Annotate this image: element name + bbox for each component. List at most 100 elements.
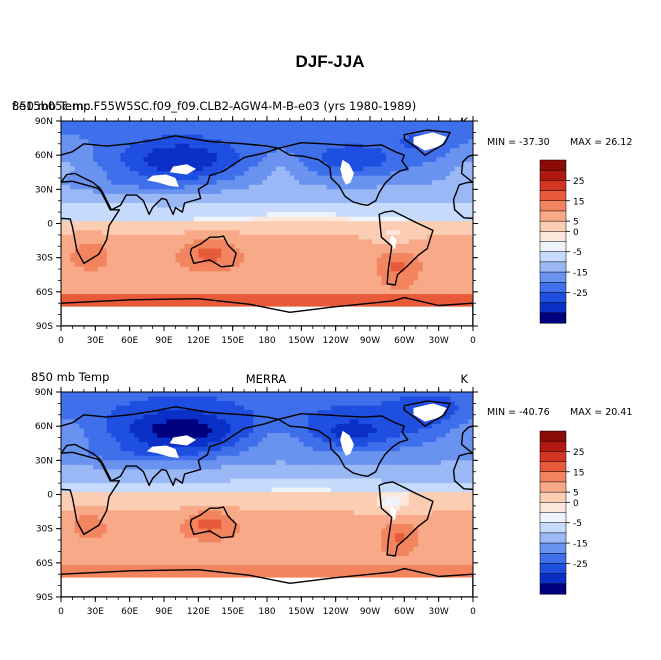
field-cell: [198, 298, 204, 304]
field-cell: [157, 405, 163, 411]
field-cell: [422, 189, 428, 195]
field-cell: [422, 184, 428, 190]
field-cell: [147, 396, 154, 402]
field-cell: [216, 152, 222, 159]
field-cell: [88, 294, 94, 300]
field-cell: [244, 257, 250, 263]
field-cell: [390, 207, 396, 213]
field-cell: [312, 257, 318, 263]
field-cell: [276, 216, 282, 222]
field-cell: [230, 303, 236, 309]
field-cell: [276, 396, 282, 402]
field-cell: [134, 244, 140, 250]
field-cell: [289, 253, 296, 259]
field-cell: [367, 148, 373, 154]
field-cell: [440, 157, 447, 163]
field-cell: [74, 134, 80, 140]
field-cell: [157, 419, 163, 425]
field-cell: [413, 234, 419, 241]
field-cell: [450, 289, 456, 295]
field-cell: [408, 428, 415, 434]
field-cell: [184, 275, 190, 282]
field-cell: [239, 193, 245, 200]
field-cell: [436, 266, 442, 272]
field-cell: [230, 221, 236, 227]
field-cell: [459, 303, 465, 309]
field-cell: [61, 134, 67, 140]
field-cell: [317, 239, 323, 245]
field-cell: [386, 248, 392, 254]
field-cell: [381, 166, 387, 172]
field-cell: [253, 234, 259, 241]
field-cell: [321, 166, 328, 172]
field-cell: [79, 198, 85, 204]
field-cell: [280, 143, 286, 149]
field-cell: [367, 121, 373, 127]
field-cell: [285, 271, 291, 277]
field-cell: [234, 221, 241, 227]
field-cell: [349, 275, 355, 282]
field-cell: [317, 121, 323, 127]
field-cell: [61, 139, 67, 145]
field-cell: [221, 405, 227, 411]
field-cell: [193, 171, 199, 177]
field-cell: [463, 289, 470, 295]
field-cell: [129, 203, 135, 209]
field-cell: [225, 285, 231, 291]
field-cell: [244, 266, 250, 272]
field-cell: [189, 225, 195, 231]
field-cell: [326, 139, 332, 145]
field-cell: [106, 193, 112, 200]
field-cell: [267, 234, 273, 241]
field-cell: [152, 433, 158, 439]
field-cell: [120, 298, 126, 304]
field-cell: [303, 221, 309, 227]
field-cell: [257, 266, 264, 272]
field-cell: [134, 162, 140, 168]
field-cell: [468, 125, 473, 131]
field-cell: [83, 275, 90, 282]
field-cell: [115, 298, 122, 304]
field-cell: [427, 248, 433, 254]
field-cell: [340, 203, 346, 209]
field-cell: [221, 171, 227, 177]
field-cell: [134, 303, 140, 309]
field-cell: [161, 275, 167, 282]
field-cell: [276, 244, 282, 250]
field-cell: [335, 207, 341, 213]
field-cell: [189, 234, 195, 241]
field-cell: [431, 198, 437, 204]
field-cell: [308, 271, 314, 277]
field-cell: [157, 257, 163, 263]
field-cell: [161, 166, 167, 172]
field-cell: [147, 184, 154, 190]
field-cell: [244, 414, 250, 420]
field-cell: [170, 414, 177, 420]
field-cell: [225, 401, 231, 407]
field-cell: [363, 239, 369, 245]
field-cell: [271, 157, 277, 163]
field-cell: [289, 410, 296, 416]
colorbar-swatch: [539, 159, 567, 171]
field-cell: [376, 392, 383, 398]
field-cell: [463, 198, 470, 204]
field-cell: [422, 392, 428, 398]
field-cell: [143, 234, 149, 241]
field-cell: [399, 148, 405, 154]
field-cell: [97, 180, 103, 186]
field-cell: [267, 262, 273, 268]
field-cell: [321, 180, 328, 186]
field-cell: [267, 212, 273, 218]
field-cell: [198, 414, 204, 420]
field-cell: [299, 257, 305, 263]
field-cell: [294, 298, 300, 304]
field-cell: [134, 248, 140, 254]
field-cell: [299, 271, 305, 277]
field-cell: [166, 143, 172, 149]
field-cell: [422, 193, 428, 200]
field-cell: [143, 216, 149, 222]
field-cell: [468, 244, 473, 250]
field-cell: [230, 180, 236, 186]
field-cell: [170, 198, 177, 204]
field-cell: [88, 184, 94, 190]
